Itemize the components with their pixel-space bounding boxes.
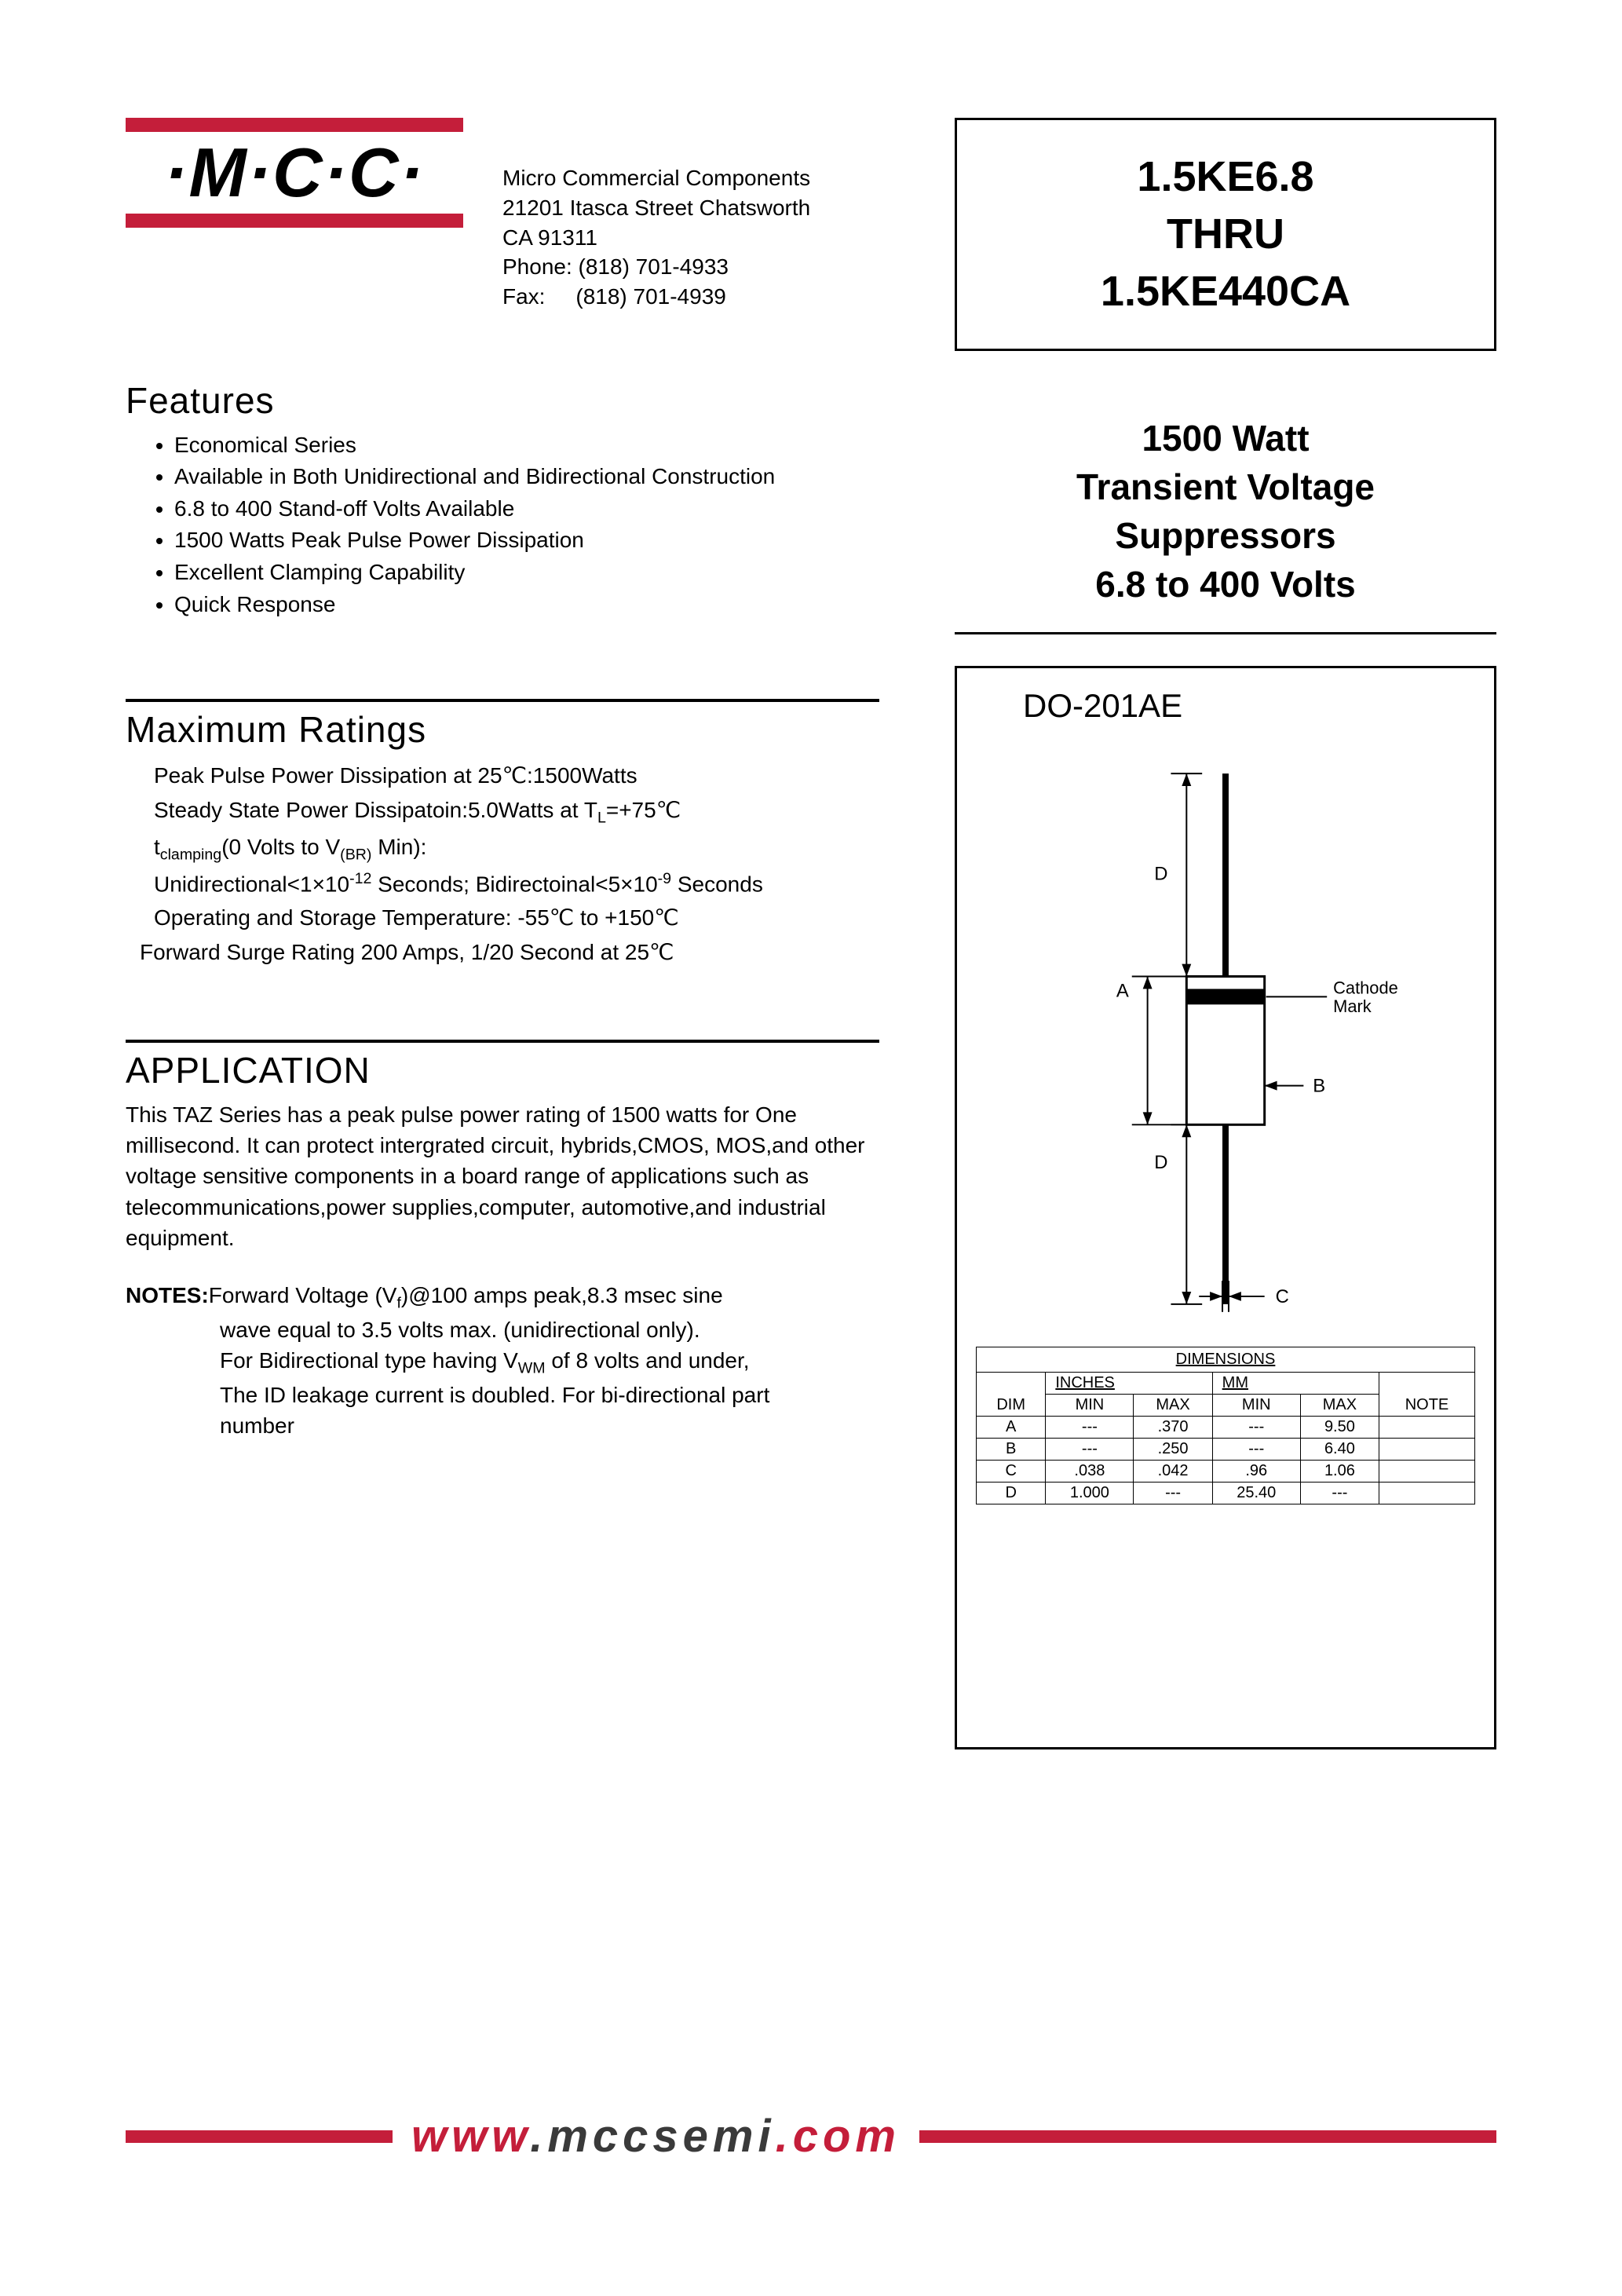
footer-url: www.mccsemi.com <box>411 2110 901 2163</box>
feature-item: 1500 Watts Peak Pulse Power Dissipation <box>174 525 879 557</box>
desc-line: 1500 Watt <box>970 414 1481 462</box>
ratings-line: Operating and Storage Temperature: -55℃ … <box>154 901 879 934</box>
left-column: Features Economical Series Available in … <box>126 379 879 1749</box>
notes-line: NOTES:Forward Voltage (Vf)@100 amps peak… <box>126 1280 879 1314</box>
ratings-line: Forward Surge Rating 200 Amps, 1/20 Seco… <box>140 935 879 969</box>
table-row: A --- .370 --- 9.50 <box>977 1417 1475 1439</box>
desc-line: Suppressors <box>970 511 1481 560</box>
company-phone: Phone: (818) 701-4933 <box>502 252 810 282</box>
ratings-title: Maximum Ratings <box>126 708 879 751</box>
dimensions-table-wrap: DIMENSIONS DIM INCHES MM NOTE MIN MAX MI… <box>976 1347 1475 1504</box>
th-max: MAX <box>1134 1395 1212 1417</box>
application-body: This TAZ Series has a peak pulse power r… <box>126 1099 879 1253</box>
logo: ·M·C·C· <box>126 118 463 228</box>
features-title: Features <box>126 379 879 422</box>
dimensions-table: DIM INCHES MM NOTE MIN MAX MIN MAX A --- <box>976 1372 1475 1504</box>
table-header-row: DIM INCHES MM NOTE <box>977 1373 1475 1395</box>
notes-line: number <box>126 1410 879 1441</box>
table-row: D 1.000 --- 25.40 --- <box>977 1483 1475 1504</box>
application-section: APPLICATION This TAZ Series has a peak p… <box>126 1040 879 1442</box>
section-divider <box>126 1040 879 1043</box>
features-list: Economical Series Available in Both Unid… <box>126 430 879 621</box>
company-info: Micro Commercial Components 21201 Itasca… <box>502 163 810 312</box>
dim-label-C: C <box>1276 1286 1289 1307</box>
application-title: APPLICATION <box>126 1049 879 1091</box>
table-row: C .038 .042 .96 1.06 <box>977 1461 1475 1483</box>
th-dim: DIM <box>977 1373 1046 1417</box>
package-svg: D A D <box>976 740 1475 1337</box>
part-line1: 1.5KE6.8 <box>973 148 1478 206</box>
logo-text: ·M·C·C· <box>126 138 463 207</box>
footer-bar-right <box>919 2130 1496 2143</box>
company-fax: Fax: (818) 701-4939 <box>502 282 810 312</box>
notes-line: The ID leakage current is doubled. For b… <box>126 1380 879 1410</box>
feature-item: Excellent Clamping Capability <box>174 557 879 589</box>
part-number-box: 1.5KE6.8 THRU 1.5KE440CA <box>955 118 1496 351</box>
dim-label-A: A <box>1116 980 1129 1001</box>
package-drawing: D A D <box>976 740 1475 1337</box>
feature-item: Quick Response <box>174 589 879 621</box>
notes-block: NOTES:Forward Voltage (Vf)@100 amps peak… <box>126 1280 879 1442</box>
section-divider <box>126 699 879 702</box>
footer-bar-left <box>126 2130 393 2143</box>
ratings-body: Peak Pulse Power Dissipation at 25℃:1500… <box>126 759 879 969</box>
header-row: ·M·C·C· 1.5KE6.8 THRU 1.5KE440CA <box>126 118 1496 351</box>
ratings-line: tclamping(0 Volts to V(BR) Min): <box>154 830 879 867</box>
company-name: Micro Commercial Components <box>502 163 810 193</box>
package-box: DO-201AE <box>955 666 1496 1749</box>
ratings-line: Peak Pulse Power Dissipation at 25℃:1500… <box>154 759 879 792</box>
logo-bar-top <box>126 118 463 132</box>
part-line3: 1.5KE440CA <box>973 263 1478 320</box>
notes-line: For Bidirectional type having VWM of 8 v… <box>126 1345 879 1380</box>
ratings-line: Steady State Power Dissipatoin:5.0Watts … <box>154 793 879 830</box>
table-row: B --- .250 --- 6.40 <box>977 1439 1475 1461</box>
logo-bar-bottom <box>126 214 463 228</box>
main-content: Features Economical Series Available in … <box>126 379 1496 1749</box>
feature-item: Available in Both Unidirectional and Bid… <box>174 461 879 493</box>
th-inches: INCHES <box>1046 1373 1212 1395</box>
cathode-label-2: Mark <box>1333 996 1372 1016</box>
feature-item: 6.8 to 400 Stand-off Volts Available <box>174 493 879 525</box>
right-column: 1500 Watt Transient Voltage Suppressors … <box>950 379 1496 1749</box>
company-address1: 21201 Itasca Street Chatsworth <box>502 193 810 223</box>
ratings-line: Unidirectional<1×10-12 Seconds; Bidirect… <box>154 867 879 901</box>
th-max: MAX <box>1300 1395 1379 1417</box>
features-section: Features Economical Series Available in … <box>126 379 879 621</box>
footer: www.mccsemi.com <box>126 2110 1496 2163</box>
th-mm: MM <box>1212 1373 1379 1395</box>
dim-label-D2: D <box>1154 1152 1167 1173</box>
th-min: MIN <box>1212 1395 1300 1417</box>
part-line2: THRU <box>973 206 1478 263</box>
th-note: NOTE <box>1379 1373 1475 1417</box>
dim-label-D: D <box>1154 863 1167 884</box>
company-address2: CA 91311 <box>502 223 810 253</box>
dimensions-caption: DIMENSIONS <box>976 1347 1475 1372</box>
th-min: MIN <box>1046 1395 1134 1417</box>
ratings-section: Maximum Ratings Peak Pulse Power Dissipa… <box>126 699 879 969</box>
dim-label-B: B <box>1313 1076 1325 1097</box>
description-box: 1500 Watt Transient Voltage Suppressors … <box>955 395 1496 634</box>
desc-line: 6.8 to 400 Volts <box>970 560 1481 609</box>
feature-item: Economical Series <box>174 430 879 462</box>
cathode-label-1: Cathode <box>1333 978 1398 997</box>
package-title: DO-201AE <box>1023 687 1475 725</box>
notes-line: wave equal to 3.5 volts max. (unidirecti… <box>126 1314 879 1345</box>
desc-line: Transient Voltage <box>970 462 1481 511</box>
